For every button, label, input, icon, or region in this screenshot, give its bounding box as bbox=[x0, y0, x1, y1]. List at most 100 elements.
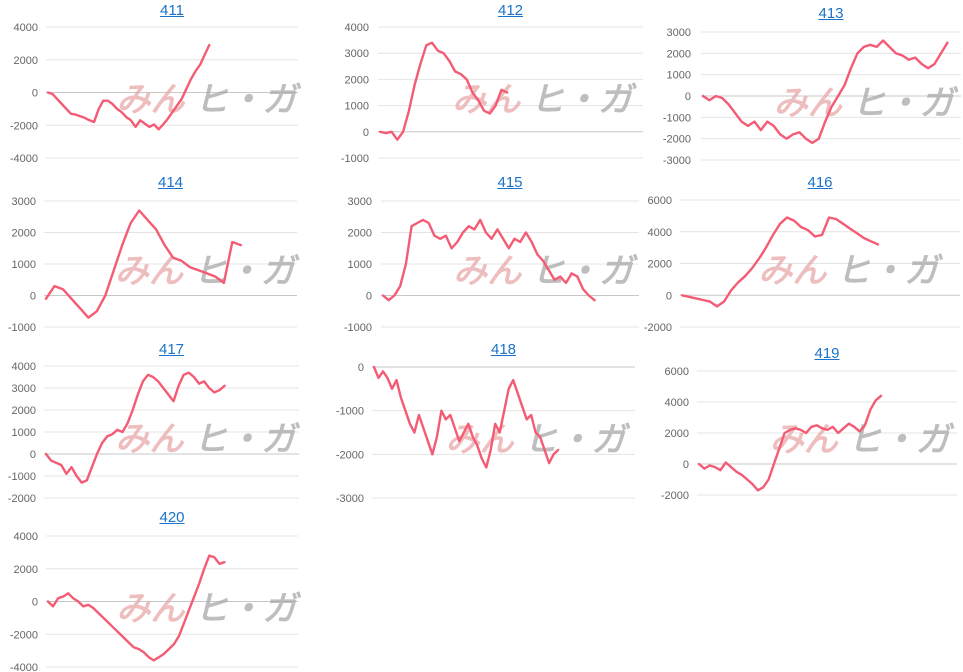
y-tick-label: 3000 bbox=[12, 196, 36, 208]
y-tick-label: 1000 bbox=[667, 70, 691, 82]
y-tick-label: 1000 bbox=[12, 259, 36, 271]
chart-title-link[interactable]: 418 bbox=[490, 341, 517, 358]
watermark-logo-part2: ヒ・ガ bbox=[836, 251, 943, 291]
watermark-logo-part2: ヒ・ガ bbox=[193, 251, 300, 291]
chart-title-link[interactable]: 411 bbox=[160, 2, 184, 19]
y-tick-label: 0 bbox=[32, 597, 38, 609]
y-tick-label: 2000 bbox=[667, 48, 691, 60]
chart-title-link[interactable]: 420 bbox=[159, 509, 185, 526]
watermark-logo-part1: みん bbox=[117, 589, 186, 629]
y-tick-label: 2000 bbox=[348, 228, 372, 240]
y-tick-label: 1000 bbox=[348, 259, 372, 271]
y-tick-label: 4000 bbox=[648, 227, 672, 239]
y-tick-label: -4000 bbox=[10, 153, 38, 165]
y-tick-label: 2000 bbox=[345, 74, 369, 86]
y-tick-label: -1000 bbox=[663, 112, 691, 124]
chart-svg-413: 3000 2000 1000 0 -1000 -2000 -3000 みん ヒ・ガ bbox=[663, 27, 961, 167]
y-tick-label: 0 bbox=[685, 91, 691, 103]
y-tick-label: 1000 bbox=[12, 427, 36, 439]
y-tick-label: -2000 bbox=[10, 629, 38, 641]
chart-svg-420: 4000 2000 0 -2000 -4000 みん ヒ・ガ bbox=[10, 531, 302, 672]
watermark-logo-part2: ヒ・ガ bbox=[524, 420, 631, 460]
y-tick-label: 2000 bbox=[14, 55, 38, 67]
chart-panel-416: 6000 4000 2000 0 -2000 みん ヒ・ガ 416 bbox=[644, 170, 963, 340]
watermark-logo-part2: ヒ・ガ bbox=[531, 251, 638, 291]
y-tick-label: 3000 bbox=[345, 48, 369, 60]
y-tick-label: 2000 bbox=[14, 564, 38, 576]
y-tick-label: 4000 bbox=[14, 531, 38, 543]
watermark-logo-part1: みん bbox=[117, 80, 186, 120]
y-tick-label: 2000 bbox=[12, 228, 36, 240]
watermark-logo-part2: ヒ・ガ bbox=[195, 80, 302, 120]
y-tick-label: 0 bbox=[30, 291, 36, 303]
y-tick-label: 2000 bbox=[12, 405, 36, 417]
y-tick-label: 3000 bbox=[667, 27, 691, 39]
series-line bbox=[46, 554, 226, 662]
chart-title-link[interactable]: 415 bbox=[497, 174, 523, 191]
chart-svg-415: 3000 2000 1000 0 -1000 みん ヒ・ガ bbox=[344, 196, 639, 334]
watermark-logo-part1: みん bbox=[770, 420, 839, 460]
series-line bbox=[701, 39, 949, 145]
y-tick-label: 3000 bbox=[12, 383, 36, 395]
y-tick-label: -1000 bbox=[344, 322, 372, 334]
y-tick-label: -1000 bbox=[341, 153, 369, 165]
y-tick-label: 0 bbox=[683, 459, 689, 471]
y-tick-label: -2000 bbox=[8, 493, 36, 505]
y-tick-label: -2000 bbox=[663, 134, 691, 146]
series-line bbox=[697, 394, 883, 492]
y-tick-label: 6000 bbox=[665, 366, 689, 378]
y-tick-label: 0 bbox=[666, 290, 672, 302]
chart-panel-418: 0 -1000 -2000 -3000 みん ヒ・ガ 418 bbox=[325, 339, 655, 509]
chart-svg-416: 6000 4000 2000 0 -2000 みん ヒ・ガ bbox=[644, 195, 960, 334]
chart-svg-411: 4000 2000 0 -2000 -4000 みん ヒ・ガ bbox=[10, 22, 302, 165]
watermark-logo-part1: みん bbox=[453, 251, 522, 291]
chart-title-link[interactable]: 414 bbox=[157, 174, 184, 191]
y-tick-label: 0 bbox=[366, 291, 372, 303]
series-line bbox=[680, 216, 880, 308]
y-tick-label: -1000 bbox=[336, 406, 364, 418]
y-tick-label: 2000 bbox=[648, 259, 672, 271]
watermark-logo-part2: ヒ・ガ bbox=[530, 80, 637, 120]
y-tick-label: -2000 bbox=[336, 449, 364, 461]
y-tick-label: -2000 bbox=[10, 120, 38, 132]
y-tick-label: -4000 bbox=[10, 662, 38, 672]
chart-panel-419: 6000 4000 2000 0 -2000 みん ヒ・ガ 419 bbox=[645, 339, 963, 509]
chart-panel-412: 4000 3000 2000 1000 0 -1000 みん ヒ・ガ 412 bbox=[325, 0, 655, 170]
series-line bbox=[378, 41, 509, 141]
watermark-logo-part2: ヒ・ガ bbox=[848, 420, 955, 460]
y-tick-label: -1000 bbox=[8, 471, 36, 483]
chart-svg-419: 6000 4000 2000 0 -2000 みん ヒ・ガ bbox=[661, 366, 957, 502]
chart-title-link[interactable]: 412 bbox=[497, 2, 524, 19]
y-tick-label: 0 bbox=[32, 88, 38, 100]
y-tick-label: -2000 bbox=[661, 490, 689, 502]
series-line bbox=[46, 43, 211, 131]
series-line bbox=[44, 371, 226, 484]
chart-panel-417: 4000 3000 2000 1000 0 -1000 -2000 みん ヒ・ガ 417 bbox=[0, 339, 330, 509]
y-tick-label: 4000 bbox=[665, 397, 689, 409]
watermark-logo-part2: ヒ・ガ bbox=[852, 83, 959, 123]
y-tick-label: 4000 bbox=[345, 22, 369, 34]
y-tick-label: -1000 bbox=[8, 322, 36, 334]
y-tick-label: 6000 bbox=[648, 195, 672, 207]
chart-panel-414: 3000 2000 1000 0 -1000 みん ヒ・ガ 414 bbox=[0, 170, 330, 340]
chart-title-link[interactable]: 413 bbox=[818, 5, 844, 22]
chart-svg-412: 4000 3000 2000 1000 0 -1000 みん ヒ・ガ bbox=[341, 22, 643, 165]
y-tick-label: -2000 bbox=[644, 322, 672, 334]
chart-title-link[interactable]: 419 bbox=[814, 345, 840, 362]
series-line bbox=[372, 365, 560, 469]
y-tick-label: 0 bbox=[30, 449, 36, 461]
chart-panel-420: 4000 2000 0 -2000 -4000 みん ヒ・ガ 420 bbox=[0, 509, 330, 672]
chart-panel-413: 3000 2000 1000 0 -1000 -2000 -3000 みん ヒ・ガ 413 bbox=[645, 0, 963, 170]
y-tick-label: 1000 bbox=[345, 101, 369, 113]
y-tick-label: 4000 bbox=[12, 361, 36, 373]
y-tick-label: 3000 bbox=[348, 196, 372, 208]
watermark-logo-part2: ヒ・ガ bbox=[195, 589, 302, 629]
series-line bbox=[44, 209, 243, 319]
watermark-logo-part1: みん bbox=[452, 80, 521, 120]
y-tick-label: 0 bbox=[358, 362, 364, 374]
y-tick-label: 4000 bbox=[14, 22, 38, 34]
chart-title-link[interactable]: 416 bbox=[807, 174, 833, 191]
chart-title-link[interactable]: 417 bbox=[158, 341, 185, 358]
